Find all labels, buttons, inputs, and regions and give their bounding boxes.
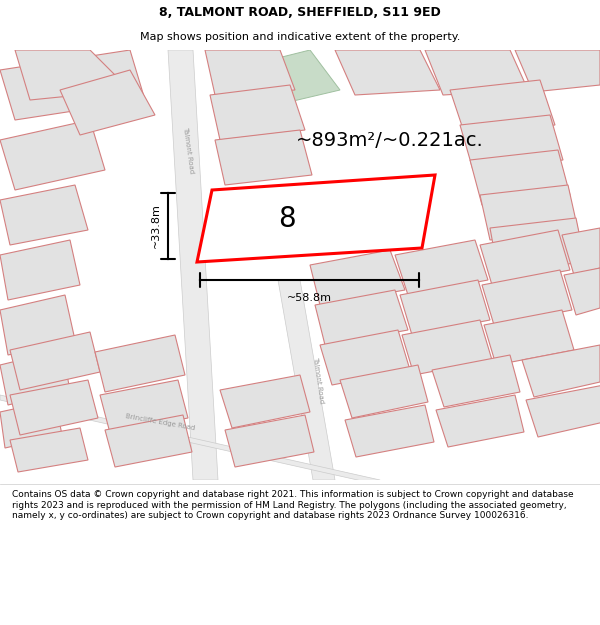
Polygon shape bbox=[0, 50, 145, 120]
Polygon shape bbox=[197, 175, 435, 262]
Polygon shape bbox=[0, 395, 380, 485]
Text: Talmont Road: Talmont Road bbox=[182, 126, 194, 174]
Polygon shape bbox=[210, 85, 305, 140]
Polygon shape bbox=[395, 240, 488, 295]
Polygon shape bbox=[335, 50, 440, 95]
Polygon shape bbox=[0, 400, 62, 448]
Polygon shape bbox=[205, 50, 295, 95]
Polygon shape bbox=[0, 295, 75, 355]
Polygon shape bbox=[400, 280, 490, 335]
Polygon shape bbox=[0, 120, 105, 190]
Polygon shape bbox=[564, 268, 600, 315]
Polygon shape bbox=[320, 330, 410, 385]
Polygon shape bbox=[436, 395, 524, 447]
Polygon shape bbox=[562, 228, 600, 275]
Polygon shape bbox=[0, 350, 70, 405]
Text: Map shows position and indicative extent of the property.: Map shows position and indicative extent… bbox=[140, 32, 460, 43]
Polygon shape bbox=[0, 240, 80, 300]
Polygon shape bbox=[340, 365, 428, 418]
Text: Contains OS data © Crown copyright and database right 2021. This information is : Contains OS data © Crown copyright and d… bbox=[12, 490, 574, 520]
Polygon shape bbox=[105, 415, 192, 467]
Polygon shape bbox=[60, 70, 155, 135]
Text: ~33.8m: ~33.8m bbox=[151, 204, 161, 248]
Polygon shape bbox=[10, 380, 98, 435]
Polygon shape bbox=[15, 50, 130, 100]
Polygon shape bbox=[230, 50, 340, 110]
Polygon shape bbox=[215, 130, 312, 185]
Polygon shape bbox=[225, 415, 314, 467]
Polygon shape bbox=[522, 345, 600, 397]
Polygon shape bbox=[450, 80, 555, 135]
Polygon shape bbox=[0, 185, 88, 245]
Polygon shape bbox=[220, 375, 310, 428]
Polygon shape bbox=[432, 355, 520, 407]
Polygon shape bbox=[480, 230, 570, 285]
Text: 8: 8 bbox=[278, 205, 295, 232]
Polygon shape bbox=[10, 428, 88, 472]
Text: ~58.8m: ~58.8m bbox=[287, 293, 332, 303]
Polygon shape bbox=[460, 115, 563, 170]
Text: Brincliffe Edge Road: Brincliffe Edge Road bbox=[125, 413, 195, 431]
Polygon shape bbox=[100, 380, 188, 433]
Polygon shape bbox=[470, 150, 570, 205]
Polygon shape bbox=[482, 270, 572, 325]
Polygon shape bbox=[515, 50, 600, 92]
Polygon shape bbox=[10, 332, 100, 390]
Polygon shape bbox=[278, 280, 335, 480]
Polygon shape bbox=[345, 405, 434, 457]
Polygon shape bbox=[425, 50, 528, 95]
Polygon shape bbox=[484, 310, 574, 365]
Polygon shape bbox=[95, 335, 185, 392]
Text: Talmont Road: Talmont Road bbox=[312, 356, 324, 404]
Polygon shape bbox=[310, 250, 405, 305]
Polygon shape bbox=[315, 290, 408, 345]
Text: 8, TALMONT ROAD, SHEFFIELD, S11 9ED: 8, TALMONT ROAD, SHEFFIELD, S11 9ED bbox=[159, 6, 441, 19]
Text: ~893m²/~0.221ac.: ~893m²/~0.221ac. bbox=[296, 131, 484, 149]
Polygon shape bbox=[490, 218, 585, 272]
Polygon shape bbox=[168, 50, 218, 480]
Polygon shape bbox=[526, 385, 600, 437]
Polygon shape bbox=[480, 185, 578, 240]
Polygon shape bbox=[402, 320, 492, 375]
